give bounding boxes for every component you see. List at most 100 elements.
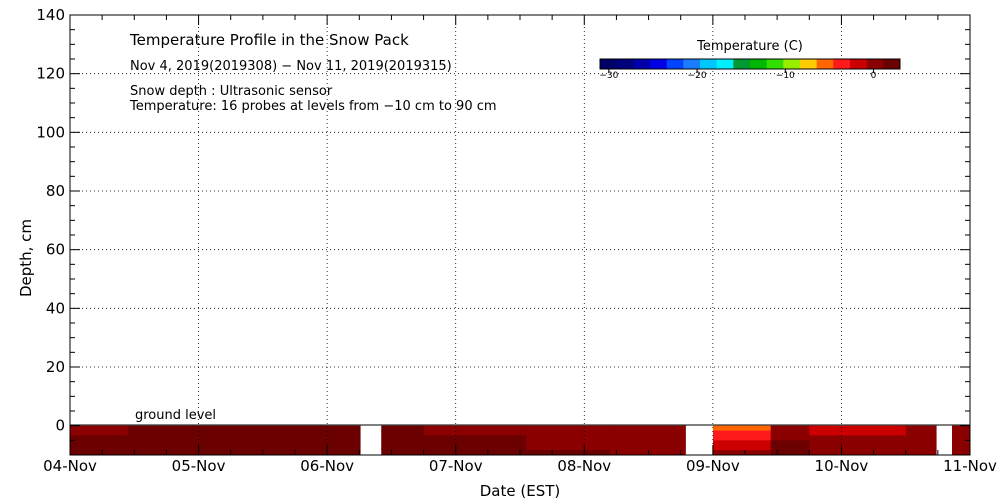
heatmap-cell	[127, 425, 362, 432]
missing-data-gap	[685, 425, 713, 455]
y-tick-label: 80	[46, 182, 65, 200]
heatmap-cell	[905, 440, 938, 446]
heatmap-cell	[610, 440, 687, 446]
colorbar-tick-label: −10	[776, 71, 795, 81]
heatmap-cell	[610, 435, 687, 441]
x-tick-label: 04-Nov	[43, 457, 97, 475]
heatmap-cell	[770, 425, 810, 432]
missing-data-gap	[936, 425, 952, 455]
y-tick-label: 0	[55, 417, 65, 435]
x-tick-labels: 04-Nov 05-Nov 06-Nov 07-Nov 08-Nov 09-Nov 10-N…	[43, 457, 997, 475]
x-tick-label: 11-Nov	[943, 457, 997, 475]
colorbar-swatch	[616, 59, 634, 69]
heatmap-cell	[610, 445, 687, 451]
heatmap-cell	[127, 430, 362, 437]
heatmap-cell	[905, 450, 938, 455]
heatmap-cell	[712, 425, 772, 432]
chart-title: Temperature Profile in the Snow Pack	[129, 31, 409, 49]
heatmap-cell	[952, 440, 970, 446]
heatmap-cell	[770, 440, 810, 446]
colorbar-tick-label: 0	[871, 71, 877, 81]
colorbar-ticks: −30 −20 −10 0	[599, 69, 877, 81]
colorbar-swatch	[766, 59, 784, 69]
colorbar-swatch	[700, 59, 718, 69]
plot-frame	[69, 14, 971, 456]
colorbar-swatch	[816, 59, 834, 69]
heatmap-cell	[127, 435, 362, 441]
axis-ticks	[69, 14, 971, 456]
colorbar-swatch	[666, 59, 684, 69]
y-tick-labels: 0 20 40 60 80 100 120 140	[36, 6, 65, 435]
colorbar-tick-label: −20	[688, 71, 707, 81]
heatmap-cell	[381, 440, 425, 446]
colorbar-swatch	[750, 59, 768, 69]
heatmap-cell	[952, 445, 970, 451]
colorbar-swatch	[600, 59, 618, 69]
colorbar-title: Temperature (C)	[696, 39, 803, 54]
chart-subtitle: Nov 4, 2019(2019308) − Nov 11, 2019(2019…	[130, 59, 452, 74]
heatmap-cell	[70, 425, 129, 432]
heatmap-cell	[423, 430, 528, 437]
heatmap-cell	[770, 450, 810, 455]
heatmap-cell	[423, 425, 528, 432]
ground-level-label: ground level	[135, 408, 216, 423]
colorbar-swatch	[650, 59, 668, 69]
colorbar-swatch	[800, 59, 818, 69]
heatmap-cell	[809, 440, 907, 446]
heatmap-cell	[127, 450, 362, 455]
colorbar-swatch	[833, 59, 851, 69]
heatmap-cell	[381, 445, 425, 451]
y-tick-label: 60	[46, 241, 65, 259]
heatmap-cell	[905, 430, 938, 437]
heatmap-cell	[526, 445, 611, 451]
heatmap-cell	[70, 450, 129, 455]
y-tick-label: 20	[46, 358, 65, 376]
y-tick-label: 120	[36, 65, 65, 83]
heatmap-cell	[70, 445, 129, 451]
x-axis-label: Date (EST)	[480, 482, 561, 500]
heatmap-cell	[952, 430, 970, 437]
heatmap-cell	[712, 440, 772, 446]
heatmap-cell	[952, 425, 970, 432]
x-tick-label: 07-Nov	[429, 457, 483, 475]
colorbar-swatch	[783, 59, 801, 69]
colorbar-tick-label: −30	[599, 71, 618, 81]
heatmap-cell	[809, 435, 907, 441]
colorbar-frame	[599, 58, 901, 70]
heatmap-cell	[423, 445, 528, 451]
heatmap-cell	[526, 430, 611, 437]
heatmap-cell	[70, 430, 129, 437]
heatmap-cell	[610, 425, 687, 432]
heatmap-cell	[526, 450, 611, 455]
colorbar: Temperature (C) −30 −20 −10 0	[599, 39, 901, 81]
colorbar-swatch	[866, 59, 884, 69]
heatmap-cell	[770, 445, 810, 451]
heatmap-cell	[905, 435, 938, 441]
heatmap-cell	[770, 430, 810, 437]
temperature-heatmap	[70, 425, 970, 455]
heatmap-cell	[809, 445, 907, 451]
heatmap-cell	[381, 450, 425, 455]
heatmap-cell	[127, 445, 362, 451]
missing-data-gap	[360, 425, 382, 455]
y-tick-label: 40	[46, 299, 65, 317]
heatmap-cell	[809, 430, 907, 437]
x-tick-label: 06-Nov	[300, 457, 354, 475]
heatmap-cell	[381, 425, 425, 432]
heatmap-cell	[381, 435, 425, 441]
colorbar-swatch	[716, 59, 734, 69]
heatmap-cell	[423, 435, 528, 441]
heatmap-cell	[610, 430, 687, 437]
heatmap-cell	[526, 425, 611, 432]
temperature-note: Temperature: 16 probes at levels from −1…	[129, 99, 497, 114]
heatmap-cell	[70, 440, 129, 446]
heatmap-cell	[712, 435, 772, 441]
colorbar-swatches	[600, 59, 901, 69]
heatmap-cell	[712, 450, 772, 455]
colorbar-swatch	[733, 59, 751, 69]
x-tick-label: 09-Nov	[686, 457, 740, 475]
heatmap-cell	[952, 435, 970, 441]
colorbar-swatch	[883, 59, 901, 69]
heatmap-cell	[381, 430, 425, 437]
